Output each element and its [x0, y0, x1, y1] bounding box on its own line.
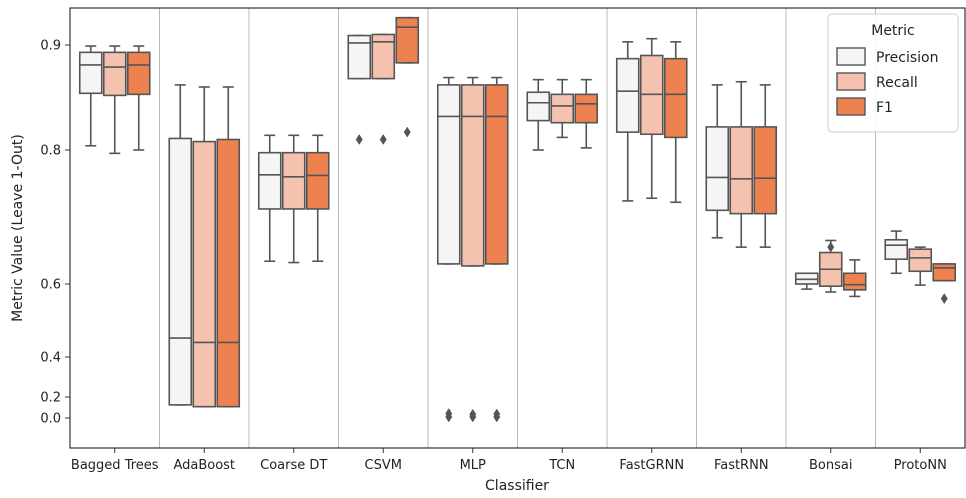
iqr-box: [550, 93, 575, 124]
legend-label-recall: Recall: [876, 75, 918, 91]
iqr-box: [884, 238, 909, 261]
iqr-box: [574, 93, 599, 124]
x-tick-label: ProtoNN: [894, 458, 947, 473]
legend-label-f1: F1: [876, 100, 893, 116]
iqr-box: [932, 263, 957, 282]
box-f1-bagged-trees: [126, 45, 151, 151]
iqr-box: [908, 248, 933, 273]
box-f1-adaboost: [216, 86, 241, 408]
box-precision-coarse-dt: [257, 134, 282, 263]
y-axis: 0.0 0.2 0.4 0.6 0.8 0.9: [40, 39, 70, 427]
outlier-point: [469, 411, 477, 423]
x-tick-label: AdaBoost: [173, 458, 235, 473]
box-recall-fastgrnn: [639, 37, 664, 200]
iqr-box: [281, 151, 306, 210]
iqr-box: [753, 126, 778, 215]
outlier-point: [445, 411, 453, 423]
box-f1-mlp: [484, 76, 509, 423]
y-tick-label: 0.8: [40, 144, 61, 159]
box-recall-protonn: [908, 246, 933, 286]
box-f1-fastrnn: [753, 84, 778, 248]
iqr-box: [526, 91, 551, 122]
box-precision-bonsai: [794, 272, 819, 290]
box-recall-csvm: [371, 33, 396, 145]
iqr-box: [615, 57, 640, 133]
box-f1-protonn: [932, 263, 957, 305]
box-recall-bonsai: [818, 239, 843, 293]
iqr-box: [257, 151, 282, 210]
y-tick-label: 0.6: [40, 278, 61, 293]
plot-frame: [69, 7, 966, 449]
iqr-box: [395, 16, 420, 64]
iqr-box: [663, 57, 688, 139]
outlier-point: [940, 293, 948, 305]
box-plot-marks: [78, 16, 957, 423]
box-precision-adaboost: [168, 84, 193, 406]
box-f1-csvm: [395, 16, 420, 138]
box-precision-mlp: [436, 76, 461, 423]
x-tick-label: Coarse DT: [260, 458, 327, 473]
box-precision-protonn: [884, 230, 909, 275]
iqr-box: [436, 84, 461, 265]
x-tick-label: TCN: [548, 458, 575, 473]
box-f1-tcn: [574, 78, 599, 149]
box-precision-csvm: [347, 34, 372, 145]
legend-swatch-recall: [836, 72, 866, 91]
y-tick-label: 0.9: [40, 39, 61, 54]
box-recall-tcn: [550, 78, 575, 139]
x-tick-label: FastGRNN: [619, 458, 684, 473]
box-f1-fastgrnn: [663, 41, 688, 204]
y-tick-label: 0.4: [40, 351, 61, 366]
iqr-box: [484, 84, 509, 265]
outlier-point: [403, 126, 411, 138]
y-tick-label: 0.0: [40, 412, 61, 427]
box-recall-fastrnn: [729, 80, 754, 248]
x-tick-label: FastRNN: [714, 458, 769, 473]
box-precision-fastrnn: [705, 84, 730, 239]
outlier-point: [355, 134, 363, 145]
x-tick-label: Bagged Trees: [71, 458, 159, 473]
iqr-box: [729, 126, 754, 215]
box-recall-coarse-dt: [281, 134, 306, 264]
iqr-box: [371, 33, 396, 80]
iqr-box: [305, 151, 330, 210]
classifier-separators: [159, 8, 876, 448]
box-precision-tcn: [526, 78, 551, 151]
x-axis: Bagged Trees AdaBoost Coarse DT CSVM MLP TCN F…: [71, 448, 947, 473]
box-recall-mlp: [460, 76, 485, 423]
iqr-box: [168, 137, 193, 406]
legend: Metric Precision Recall F1: [827, 13, 959, 133]
legend-label-precision: Precision: [876, 50, 938, 66]
iqr-box: [216, 138, 241, 408]
iqr-box: [842, 272, 867, 291]
iqr-box: [102, 51, 127, 97]
iqr-box: [705, 126, 730, 212]
iqr-box: [347, 34, 372, 80]
y-tick-label: 0.2: [40, 391, 61, 406]
outlier-point: [379, 134, 387, 145]
outlier-point: [493, 411, 501, 423]
x-tick-label: CSVM: [365, 458, 402, 473]
box-recall-adaboost: [192, 86, 217, 408]
x-tick-label: Bonsai: [809, 458, 852, 473]
legend-swatch-precision: [836, 47, 866, 66]
box-precision-bagged-trees: [78, 45, 103, 147]
box-recall-bagged-trees: [102, 45, 127, 155]
box-precision-fastgrnn: [615, 41, 640, 202]
iqr-box: [126, 51, 151, 96]
y-axis-label: Metric Value (Leave 1-Out): [10, 134, 26, 322]
legend-swatch-f1: [836, 97, 866, 116]
x-tick-label: MLP: [460, 458, 486, 473]
box-f1-coarse-dt: [305, 134, 330, 263]
outlier-point: [827, 241, 835, 253]
box-f1-bonsai: [842, 259, 867, 298]
iqr-box: [460, 84, 485, 267]
x-axis-label: Classifier: [485, 478, 549, 494]
iqr-box: [192, 140, 217, 408]
iqr-box: [78, 51, 103, 95]
legend-title: Metric: [871, 23, 915, 39]
